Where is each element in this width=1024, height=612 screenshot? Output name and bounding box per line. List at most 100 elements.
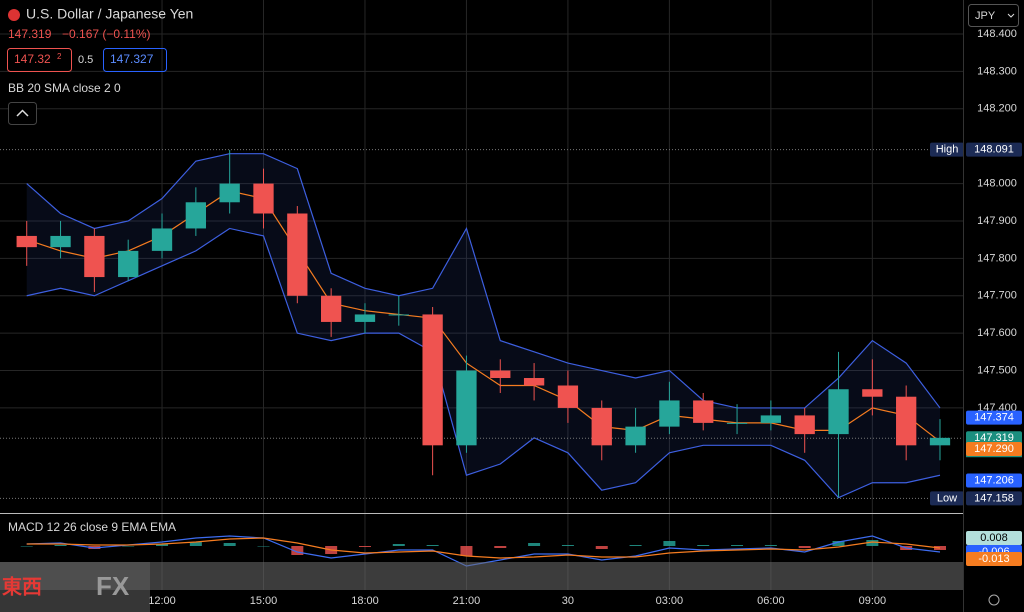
price-label: 147.206 — [974, 474, 1014, 486]
x-tick-label: 09:00 — [859, 595, 887, 607]
macd-label-bg — [966, 531, 1022, 545]
macd-histogram-bar — [798, 546, 811, 548]
macd-line — [26, 537, 941, 559]
price-label: 148.091 — [974, 143, 1014, 155]
x-tick-label: 15:00 — [250, 595, 278, 607]
macd-histogram-bar — [832, 541, 845, 546]
candle-body — [726, 422, 748, 424]
currency-button[interactable] — [968, 4, 1019, 27]
symbol-title: U.S. Dollar / Japanese Yen — [26, 6, 193, 22]
x-tick-label: 12:00 — [148, 595, 176, 607]
macd-histogram-bar — [189, 542, 202, 546]
price-label: 147.290 — [974, 443, 1014, 455]
y-tick-label: 148.300 — [977, 65, 1017, 77]
macd-histogram-bar — [426, 545, 439, 546]
candle-body — [828, 389, 849, 435]
candle-body — [354, 314, 376, 322]
price-label-name-bg — [930, 491, 964, 506]
candle-body — [659, 400, 680, 427]
candle-body — [929, 437, 951, 446]
candle-body — [151, 228, 173, 251]
macd-histogram-bar — [561, 545, 574, 546]
macd-histogram-bar — [595, 546, 608, 549]
ask-price[interactable]: 147.327 — [110, 52, 154, 66]
y-tick-label: 147.900 — [977, 215, 1017, 227]
spread: 0.5 — [78, 54, 93, 66]
candle-body — [523, 378, 545, 386]
macd-histogram-bar — [122, 546, 135, 547]
price-label: 147.319 — [974, 432, 1014, 444]
x-tick-label: 06:00 — [757, 595, 785, 607]
macd-label: 0.008 — [980, 532, 1008, 544]
candle-body — [118, 250, 139, 278]
macd-histogram-bar — [528, 543, 541, 546]
ask-box[interactable] — [103, 48, 167, 72]
macd-histogram-bar — [663, 541, 676, 546]
macd-histogram-bar — [731, 545, 744, 546]
macd-histogram-bar — [494, 546, 507, 548]
macd-histogram-bar — [223, 543, 236, 546]
macd-histogram-bar — [358, 546, 371, 547]
y-tick-label: 148.000 — [977, 177, 1017, 189]
macd-histogram-bar — [866, 540, 879, 546]
x-tick-label: 03:00 — [656, 595, 684, 607]
macd-label-bg — [966, 552, 1022, 566]
overlay-band — [0, 562, 963, 590]
candle-body — [490, 370, 511, 379]
price-label-bg — [966, 431, 1022, 446]
dropdown-icon[interactable] — [1007, 13, 1015, 18]
collapse-button[interactable] — [8, 102, 37, 125]
x-tick-label: 18:00 — [351, 595, 379, 607]
candle-body — [625, 426, 646, 446]
candle-body — [422, 314, 443, 446]
price-label-bg — [966, 442, 1022, 457]
macd-histogram-bar — [629, 545, 642, 546]
macd-histogram-bar — [764, 545, 777, 546]
price-label-bg — [966, 142, 1022, 157]
price-label-bg — [966, 491, 1022, 506]
y-tick-label: 147.800 — [977, 252, 1017, 264]
candle-body — [862, 389, 883, 397]
bb-legend: BB 20 SMA close 2 0 — [8, 81, 121, 95]
candle-body — [185, 202, 206, 229]
candle-body — [760, 415, 782, 423]
price-label-name-bg — [930, 142, 964, 157]
price-label: 147.158 — [974, 492, 1014, 504]
price-label-bg — [966, 473, 1022, 488]
last-price: 147.319 — [8, 27, 52, 41]
candle-body — [16, 235, 37, 248]
macd-histogram-bar — [257, 546, 270, 547]
macd-histogram-bar — [291, 546, 304, 555]
candle-body — [591, 407, 612, 446]
candle-body — [287, 213, 308, 296]
logo-fx: FX — [96, 571, 130, 601]
candle-body — [253, 183, 274, 214]
candle-body — [693, 400, 714, 423]
settings-icon[interactable] — [988, 594, 1000, 606]
currency[interactable]: JPY — [975, 10, 996, 22]
bid-pip[interactable]: 2 — [57, 52, 62, 61]
price-label-name: High — [936, 143, 959, 155]
macd-histogram-bar — [20, 546, 33, 547]
price-label: 147.374 — [974, 412, 1014, 424]
candle-body — [321, 295, 342, 322]
x-tick-label: 30 — [562, 595, 574, 607]
bid-price[interactable]: 147.32 — [14, 52, 51, 66]
y-tick-label: 147.600 — [977, 327, 1017, 339]
candle-body — [456, 370, 477, 446]
macd-histogram-bar — [460, 546, 473, 556]
macd-histogram-bar — [156, 544, 169, 546]
macd-label: -0.013 — [978, 553, 1009, 565]
price-label-bg — [966, 410, 1022, 425]
bollinger-line — [26, 153, 941, 409]
flag-icon — [8, 9, 20, 21]
macd-histogram-bar — [54, 545, 67, 546]
candle-body — [388, 314, 409, 316]
bid-box[interactable] — [7, 48, 72, 72]
candle-body — [50, 235, 71, 248]
logo-text: 東西 — [2, 575, 42, 598]
chevron-icon[interactable] — [16, 109, 29, 117]
